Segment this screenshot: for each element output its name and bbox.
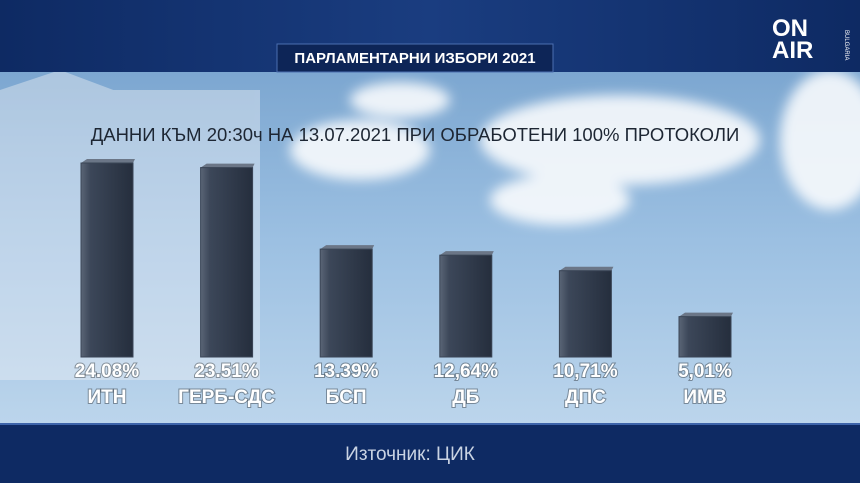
- value-label: 10,71%: [553, 361, 618, 382]
- bar: [678, 316, 732, 358]
- logo: AIR: [772, 37, 813, 64]
- bar: [200, 167, 254, 358]
- bar-top: [559, 266, 614, 271]
- clouds: [290, 70, 860, 225]
- logo-sub: BULGARIA: [843, 30, 849, 60]
- bar-top: [81, 159, 135, 163]
- value-label: 24.08%: [75, 361, 140, 382]
- x-tick-label: ГЕРБ-СДС: [178, 387, 275, 408]
- value-label: 23.51%: [194, 361, 259, 382]
- x-tick-label: ДПС: [565, 387, 606, 408]
- value-label: 5,01%: [678, 361, 732, 382]
- bar-top: [439, 251, 494, 256]
- source: Източник: ЦИК: [345, 444, 475, 465]
- bar: [80, 162, 134, 358]
- chart-title: ПАРЛАМЕНТАРНИ ИЗБОРИ 2021: [294, 50, 535, 67]
- logo: ON: [772, 15, 808, 42]
- chart-subtitle: ДАННИ КЪМ 20:30ч НА 13.07.2021 ПРИ ОБРАБ…: [91, 124, 740, 145]
- title-box: [276, 43, 554, 73]
- bottom-band: [0, 424, 860, 483]
- x-tick-label: ДБ: [452, 387, 479, 408]
- value-label: 13.39%: [314, 361, 379, 382]
- value-label: 12,64%: [434, 361, 499, 382]
- bar-top: [200, 163, 255, 168]
- bar-top: [679, 312, 733, 317]
- x-tick-label: ИТН: [88, 387, 127, 408]
- bar: [319, 248, 373, 358]
- bar: [439, 254, 493, 358]
- bar-top: [320, 245, 375, 250]
- bar: [558, 270, 612, 358]
- x-tick-label: ИМВ: [683, 387, 726, 408]
- x-tick-label: БСП: [326, 387, 367, 408]
